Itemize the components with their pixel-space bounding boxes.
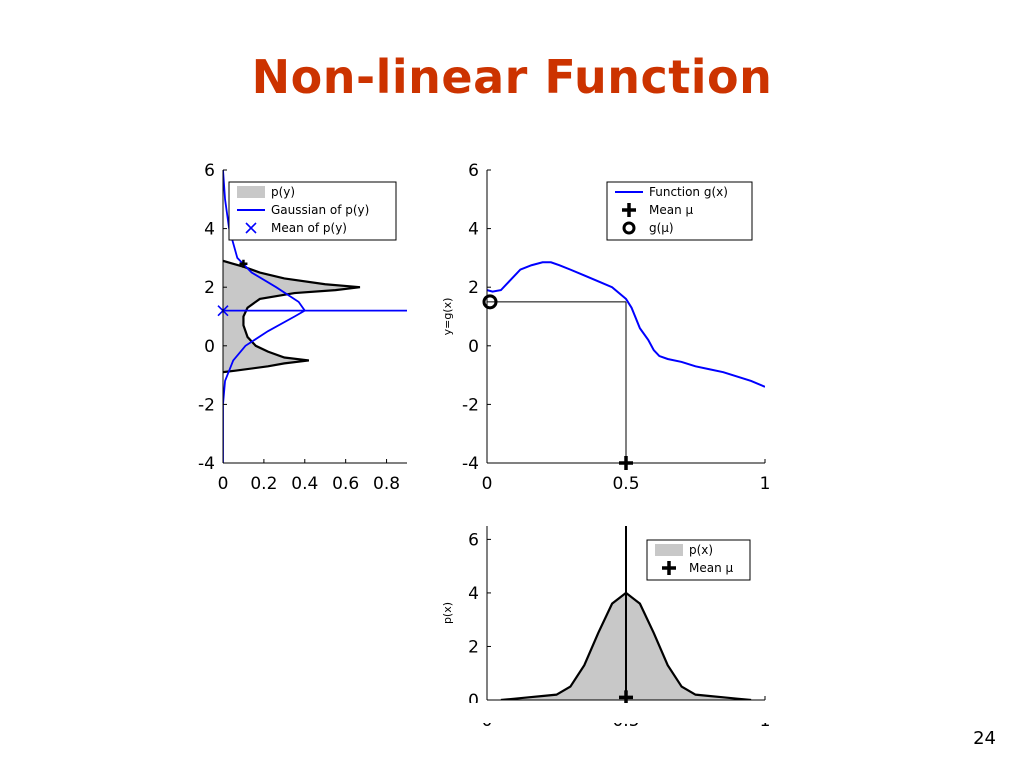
x-tick-label: 0.4: [291, 474, 318, 494]
py-fill: [223, 260, 360, 373]
legend-gx: Function g(x) Mean μ g(μ): [606, 181, 753, 241]
y-tick-label: 6: [468, 161, 479, 181]
legend-px: p(x) Mean μ: [646, 539, 751, 581]
y-tick-label: 0: [468, 691, 479, 711]
plot-area-gx: [487, 261, 765, 463]
x-tick-label: 0.6: [332, 474, 359, 494]
y-tick-label: 2: [204, 278, 215, 298]
legend-label: Mean μ: [689, 561, 734, 575]
legend-label: Gaussian of p(y): [271, 203, 369, 217]
y-tick-label: 2: [468, 278, 479, 298]
y-tick-label: 4: [468, 220, 479, 240]
x-tick-label: 0.2: [250, 474, 277, 494]
legend-symbol: [622, 203, 636, 217]
legend-label: Mean μ: [649, 203, 694, 217]
chart-py: -4 -2 0 2 4 6 0 0.2 0.4 0.6 0.8 p(y) Gaussian of p(y…: [198, 161, 407, 494]
legend-label: Mean of p(y): [271, 221, 347, 235]
legend-symbol: [662, 561, 676, 575]
y-tick-label: 6: [204, 161, 215, 181]
legend-symbol: [245, 222, 257, 234]
y-tick-label: -2: [198, 395, 215, 415]
legend-symbol: [655, 544, 683, 556]
y-axis-label: y=g(x): [441, 298, 454, 336]
y-axis-label: p(x): [441, 602, 454, 624]
legend-symbol: [237, 186, 265, 198]
y-tick-label: 0: [468, 337, 479, 357]
y-tick-label: 4: [204, 220, 215, 240]
function-curve: [487, 261, 765, 388]
g-mu-marker: [482, 294, 498, 310]
y-tick-label: 4: [468, 584, 479, 604]
py-curve: [223, 259, 361, 374]
y-tick-label: 0: [204, 337, 215, 357]
x-tick-label: 0.5: [612, 474, 639, 494]
chart-gx: -4 -2 0 2 4 6 0 0.5 1 y=g(x) Function g(x) Mean μ g(…: [441, 161, 770, 494]
x-tick-label: 0.8: [373, 474, 400, 494]
legend-label: p(x): [689, 543, 713, 557]
small-marker: [239, 259, 248, 268]
y-tick-label: -2: [462, 395, 479, 415]
y-tick-label: -4: [198, 454, 215, 474]
legend-symbol: [622, 221, 636, 235]
x-tick-label: 0: [482, 474, 493, 494]
legend-label: Function g(x): [649, 185, 728, 199]
x-tick-label: 0: [218, 474, 229, 494]
y-tick-label: -4: [462, 454, 479, 474]
slide-title: Non-linear Function: [251, 50, 773, 104]
bottom-crop: [440, 703, 800, 723]
slide-number: 24: [973, 728, 996, 749]
legend-label: g(μ): [649, 221, 674, 235]
x-tick-label: 1: [760, 474, 771, 494]
legend-label: p(y): [271, 185, 295, 199]
legend-py: p(y) Gaussian of p(y) Mean of p(y): [228, 181, 397, 241]
y-tick-label: 2: [468, 637, 479, 657]
y-tick-label: 6: [468, 530, 479, 550]
